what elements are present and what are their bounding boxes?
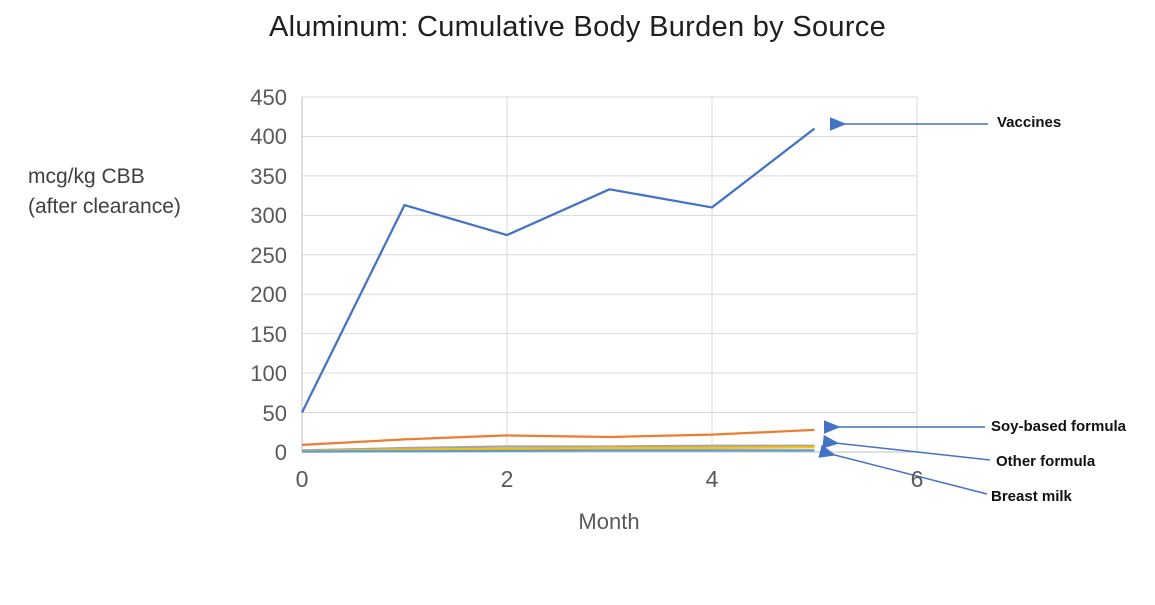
y-tick-label: 200 — [250, 282, 287, 308]
y-axis-label: mcg/kg CBB (after clearance) — [28, 162, 181, 222]
annotation-soy-based-formula: Soy-based formula — [991, 418, 1127, 435]
annotation-breast-milk: Breast milk — [991, 488, 1072, 505]
annotation-vaccines: Vaccines — [997, 114, 1062, 131]
annotation-other-formula: Other formula — [996, 453, 1096, 470]
y-axis-label-line1: mcg/kg CBB — [28, 165, 145, 188]
y-tick-label: 250 — [250, 242, 287, 268]
y-axis-label-line2: (after clearance) — [28, 195, 181, 218]
series-line-soy-based-formula — [301, 428, 815, 447]
y-tick-label: 300 — [250, 203, 287, 229]
series-line-breast-milk — [301, 449, 815, 453]
y-tick-label: 400 — [250, 124, 287, 150]
series-line-vaccines — [300, 127, 816, 414]
series-line-unlabeled-yellow — [301, 446, 815, 453]
y-tick-label: 350 — [250, 163, 287, 189]
x-tick-label: 4 — [705, 466, 719, 492]
y-tick-label: 100 — [250, 361, 287, 387]
y-tick-label: 50 — [262, 400, 287, 426]
y-tick-label: 150 — [250, 321, 287, 347]
series-line-other-formula — [301, 444, 815, 452]
x-tick-label: 6 — [910, 466, 924, 492]
x-tick-label: 0 — [295, 466, 309, 492]
annotation-arrow — [822, 434, 991, 461]
x-tick-label: 2 — [500, 466, 514, 492]
x-axis-label: Month — [578, 509, 640, 534]
y-tick-label: 0 — [274, 440, 287, 465]
y-tick-label: 450 — [250, 85, 287, 110]
annotation-arrow — [818, 444, 988, 495]
chart-title: Aluminum: Cumulative Body Burden by Sour… — [268, 11, 887, 43]
